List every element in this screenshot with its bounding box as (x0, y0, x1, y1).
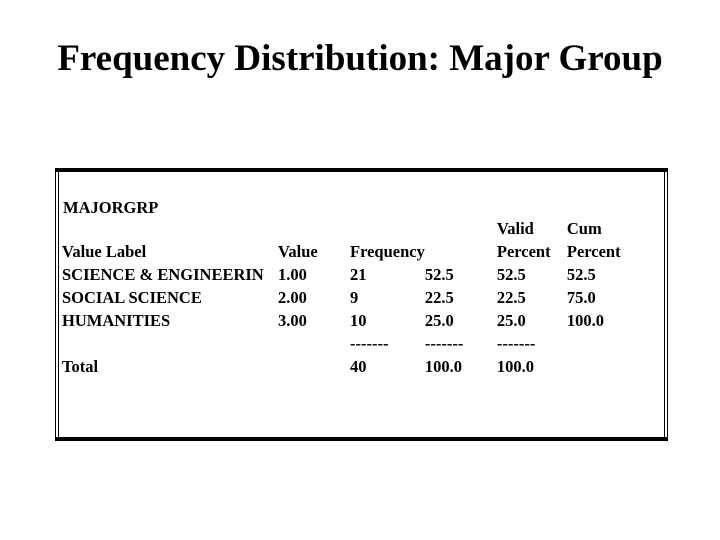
cell-empty (62, 332, 278, 355)
cell-percent: 22.5 (424, 288, 454, 307)
spss-output-box: MAJORGRP Valid Cum (55, 168, 668, 441)
header-value-label: Value Label (62, 242, 147, 261)
header-frequency: Frequency (350, 242, 425, 261)
cell-value-label: SOCIAL SCIENCE (62, 288, 202, 307)
cell-frequency: 10 (350, 311, 367, 330)
header-valid-percent: Percent (496, 242, 551, 261)
header-empty (350, 217, 425, 240)
total-label: Total (62, 357, 99, 376)
data-row: HUMANITIES 3.00 10 25.0 25.0 100.0 (62, 309, 662, 332)
cell-valid-percent: 25.0 (496, 311, 526, 330)
total-valid-percent: 100.0 (496, 357, 534, 376)
header-row-lower: Value Label Value Frequency Percent Perc… (62, 240, 662, 263)
cell-empty (278, 332, 350, 355)
header-cum-percent: Percent (566, 242, 621, 261)
data-row: SCIENCE & ENGINEERIN 1.00 21 52.5 52.5 5… (62, 263, 662, 286)
header-value: Value (278, 242, 318, 261)
separator-row: ------- ------- ------- (62, 332, 662, 355)
frequency-table: Valid Cum Value Label Value Frequency Pe… (62, 217, 662, 378)
total-frequency: 40 (350, 357, 367, 376)
header-cum: Cum (566, 219, 602, 238)
slide-title: Frequency Distribution: Major Group (57, 38, 663, 79)
separator-dashes: ------- (424, 334, 464, 353)
header-empty (425, 240, 497, 263)
cell-value: 3.00 (278, 311, 307, 330)
cell-valid-percent: 22.5 (496, 288, 526, 307)
cell-frequency: 9 (350, 288, 359, 307)
cell-value: 2.00 (278, 288, 307, 307)
total-percent: 100.0 (424, 357, 462, 376)
separator-dashes: ------- (496, 334, 536, 353)
cell-cum-percent: 52.5 (566, 265, 596, 284)
cell-empty (567, 355, 662, 378)
total-row: Total 40 100.0 100.0 (62, 355, 662, 378)
header-row-upper: Valid Cum (62, 217, 662, 240)
header-empty (425, 217, 497, 240)
variable-name: MAJORGRP (63, 198, 159, 217)
cell-cum-percent: 100.0 (566, 311, 604, 330)
cell-percent: 52.5 (424, 265, 454, 284)
cell-value-label: HUMANITIES (62, 311, 171, 330)
cell-valid-percent: 52.5 (496, 265, 526, 284)
header-valid: Valid (496, 219, 534, 238)
cell-value: 1.00 (278, 265, 307, 284)
cell-value-label: SCIENCE & ENGINEERIN (62, 265, 264, 284)
data-row: SOCIAL SCIENCE 2.00 9 22.5 22.5 75.0 (62, 286, 662, 309)
cell-empty (567, 332, 662, 355)
header-empty (62, 217, 278, 240)
cell-cum-percent: 75.0 (566, 288, 596, 307)
cell-percent: 25.0 (424, 311, 454, 330)
header-empty (278, 217, 350, 240)
separator-dashes: ------- (350, 334, 389, 353)
cell-empty (278, 355, 350, 378)
cell-frequency: 21 (350, 265, 367, 284)
